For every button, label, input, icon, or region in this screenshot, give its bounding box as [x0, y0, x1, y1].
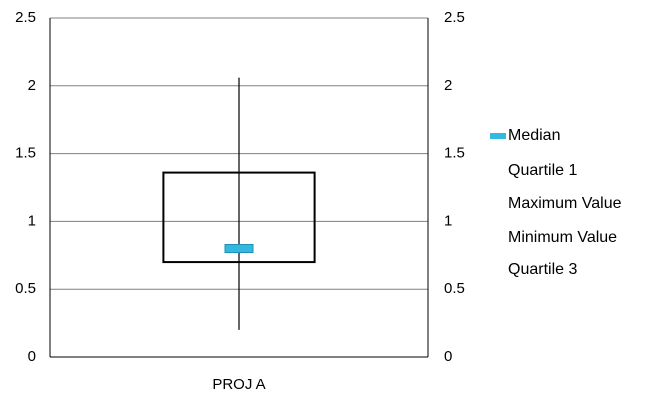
y2-tick-label: 1.5 — [444, 145, 465, 162]
legend-label: Quartile 3 — [508, 261, 577, 278]
box — [162, 171, 316, 264]
y2-tick-label: 0.5 — [444, 280, 465, 297]
legend-marker — [490, 133, 506, 139]
legend-label: Maximum Value — [508, 195, 622, 212]
x-tick-label: PROJ A — [212, 376, 265, 393]
y-tick-label: 0.5 — [15, 280, 36, 297]
y-tick-label: 1.5 — [15, 145, 36, 162]
y-tick-label: 1 — [28, 212, 36, 229]
legend-label: Minimum Value — [508, 229, 617, 246]
y-tick-label: 2.5 — [15, 9, 36, 26]
y2-tick-label: 1 — [444, 212, 452, 229]
y2-tick-label: 0 — [444, 348, 452, 365]
legend-label: Quartile 1 — [508, 162, 577, 179]
y-tick-label: 2 — [28, 77, 36, 94]
median — [224, 244, 254, 254]
y-tick-label: 0 — [28, 348, 36, 365]
legend-label: Median — [508, 127, 560, 144]
y2-tick-label: 2.5 — [444, 9, 465, 26]
y2-tick-label: 2 — [444, 77, 452, 94]
